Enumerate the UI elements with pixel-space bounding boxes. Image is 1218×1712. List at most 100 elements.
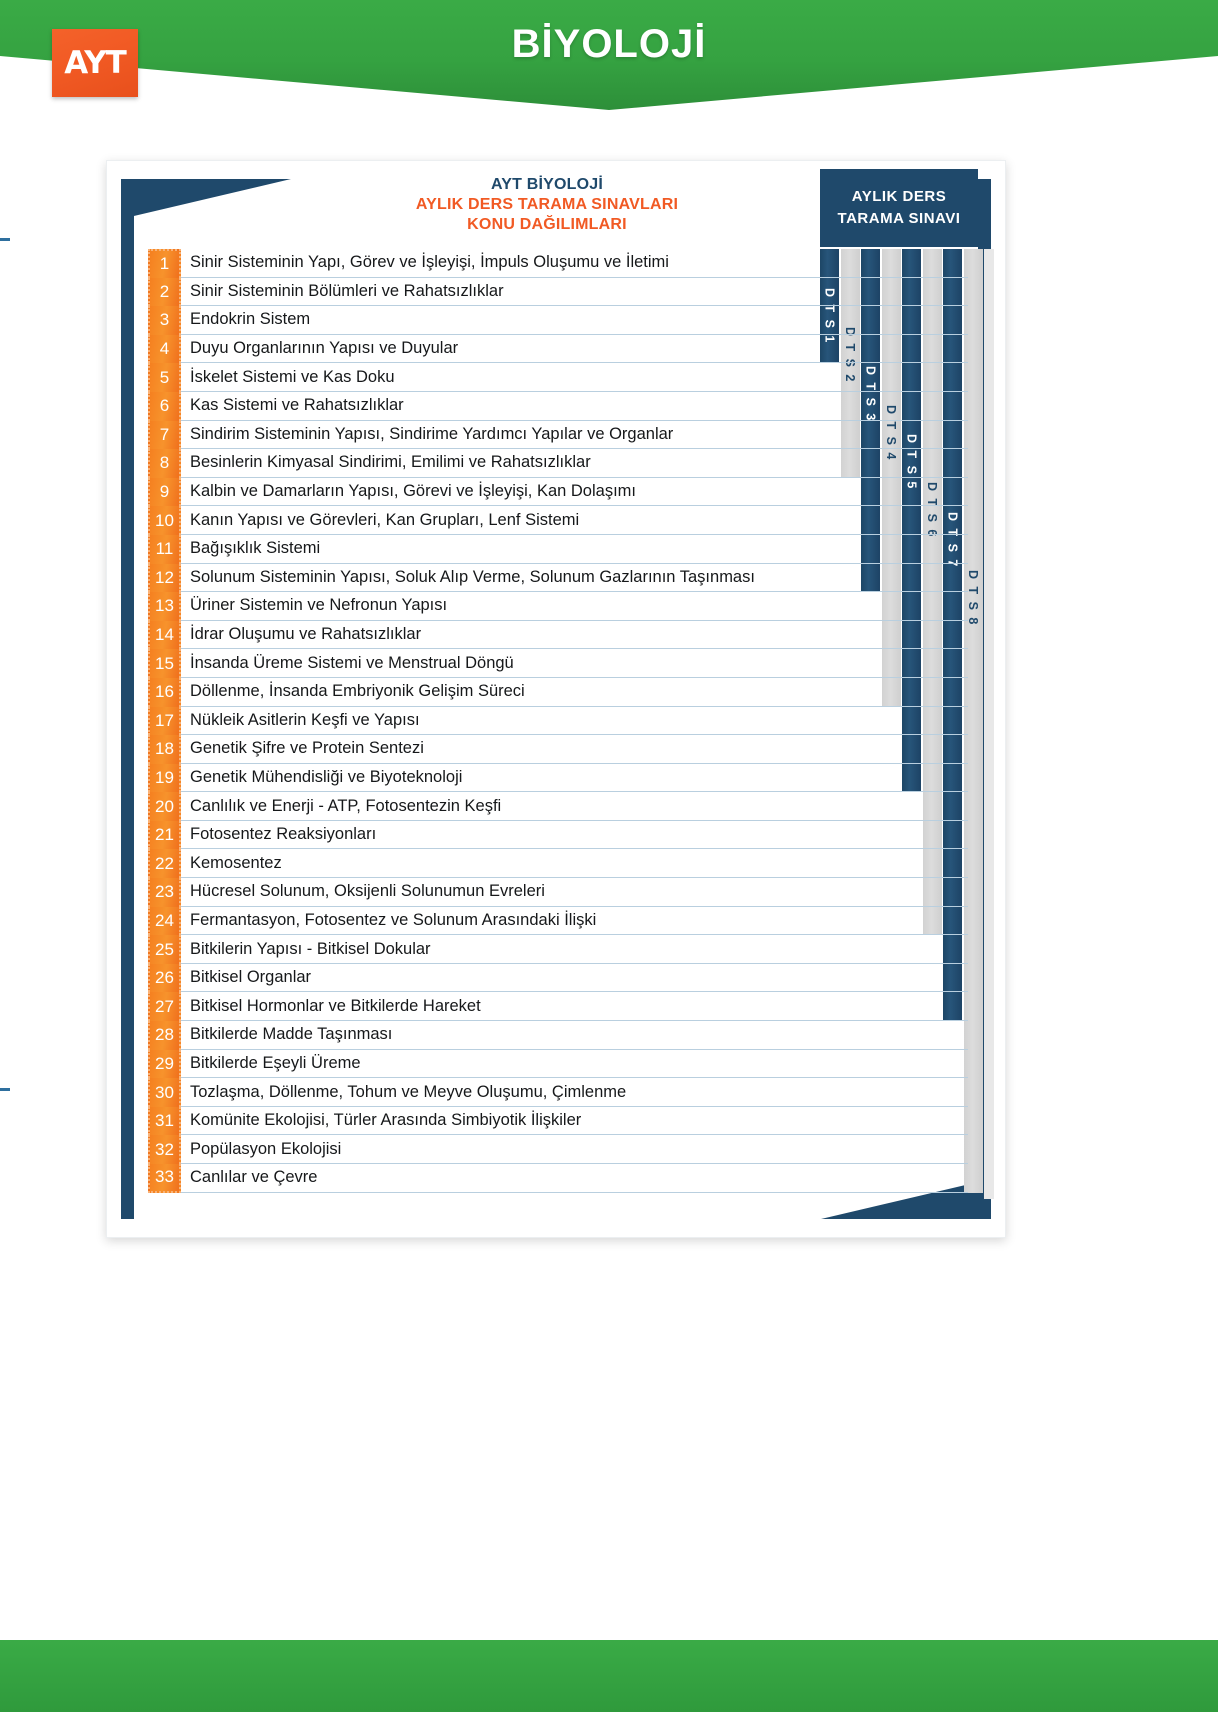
row-topic: İdrar Oluşumu ve Rahatsızlıklar: [181, 621, 968, 650]
table-row: 3 Endokrin Sistem: [148, 306, 968, 335]
table-row: 30 Tozlaşma, Döllenme, Tohum ve Meyve Olu…: [148, 1078, 968, 1107]
row-number: 1: [148, 249, 181, 278]
row-topic: Bitkisel Organlar: [181, 964, 968, 993]
row-topic: Sindirim Sisteminin Yapısı, Sindirime Ya…: [181, 421, 968, 450]
row-topic: Popülasyon Ekolojisi: [181, 1135, 968, 1164]
row-number: 21: [148, 820, 181, 850]
card-title-subject: AYT BİYOLOJİ: [490, 176, 604, 193]
row-topic: İskelet Sistemi ve Kas Doku: [181, 363, 968, 392]
exam-header-line1: AYLIK DERS: [851, 188, 947, 206]
row-topic: Bitkisel Hormonlar ve Bitkilerde Hareket: [181, 992, 968, 1022]
row-topic: Döllenme, İnsanda Embriyonik Gelişim Sür…: [181, 678, 968, 707]
table-row: 25 Bitkilerin Yapısı - Bitkisel Dokular: [148, 935, 968, 964]
row-number: 15: [148, 649, 181, 678]
row-number: 28: [148, 1021, 181, 1050]
row-number: 22: [148, 849, 181, 879]
row-number: 10: [148, 506, 181, 535]
row-number: 16: [148, 677, 181, 707]
row-number: 26: [148, 963, 181, 993]
row-topic: Kanın Yapısı ve Görevleri, Kan Grupları,…: [181, 506, 968, 535]
table-row: 31 Komünite Ekolojisi, Türler Arasında Si…: [148, 1106, 968, 1136]
corner-bar-right: [978, 179, 991, 1219]
table-row: 17 Nükleik Asitlerin Keşfi ve Yapısı: [148, 706, 968, 736]
row-topic: Sinir Sisteminin Yapı, Görev ve İşleyişi…: [181, 249, 968, 278]
table-row: 26 Bitkisel Organlar: [148, 963, 968, 993]
table-row: 24 Fermantasyon, Fotosentez ve Solunum Ar…: [148, 906, 968, 936]
table-row: 23 Hücresel Solunum, Oksijenli Solunumun …: [148, 878, 968, 907]
row-topic: Duyu Organlarının Yapısı ve Duyular: [181, 335, 968, 364]
row-number: 32: [148, 1135, 181, 1164]
left-accent-tab-top: [0, 238, 10, 241]
ayt-logo: AYT: [52, 29, 138, 97]
row-topic: Canlılar ve Çevre: [181, 1164, 968, 1193]
table-row: 7 Sindirim Sisteminin Yapısı, Sindirime Y…: [148, 420, 968, 450]
row-topic: Endokrin Sistem: [181, 306, 968, 335]
row-number: 24: [148, 906, 181, 936]
table-row: 8 Besinlerin Kimyasal Sindirimi, Emilimi …: [148, 449, 968, 478]
table-row: 19 Genetik Mühendisliği ve Biyoteknoloji: [148, 763, 968, 793]
row-number: 5: [148, 363, 181, 392]
table-row: 1 Sinir Sisteminin Yapı, Görev ve İşleyiş…: [148, 249, 968, 278]
table-row: 33 Canlılar ve Çevre: [148, 1164, 968, 1193]
row-topic: Tozlaşma, Döllenme, Tohum ve Meyve Oluşu…: [181, 1078, 968, 1107]
table-row: 32 Popülasyon Ekolojisi: [148, 1135, 968, 1164]
card-title-topics: KONU DAĞILIMLARI: [467, 215, 627, 233]
row-number: 31: [148, 1106, 181, 1136]
row-topic: Kalbin ve Damarların Yapısı, Görevi ve İ…: [181, 478, 968, 507]
row-topic: Sinir Sisteminin Bölümleri ve Rahatsızlı…: [181, 278, 968, 307]
row-topic: Nükleik Asitlerin Keşfi ve Yapısı: [181, 707, 968, 736]
row-topic: Bitkilerde Eşeyli Üreme: [181, 1050, 968, 1079]
table-row: 22 Kemosentez: [148, 849, 968, 879]
row-topic: Bitkilerde Madde Taşınması: [181, 1021, 968, 1050]
row-topic: Bitkilerin Yapısı - Bitkisel Dokular: [181, 935, 968, 964]
row-topic: Kemosentez: [181, 849, 968, 879]
row-topic: Hücresel Solunum, Oksijenli Solunumun Ev…: [181, 878, 968, 907]
row-topic: Canlılık ve Enerji - ATP, Fotosentezin K…: [181, 792, 968, 821]
row-number: 23: [148, 878, 181, 907]
row-number: 19: [148, 763, 181, 793]
corner-flag-top-left: [121, 179, 291, 219]
table-row: 5 İskelet Sistemi ve Kas Doku: [148, 363, 968, 392]
row-number: 14: [148, 620, 181, 650]
row-topic: Genetik Şifre ve Protein Sentezi: [181, 735, 968, 764]
table-row: 2 Sinir Sisteminin Bölümleri ve Rahatsızl…: [148, 277, 968, 307]
row-number: 17: [148, 706, 181, 736]
row-topic: Kas Sistemi ve Rahatsızlıklar: [181, 392, 968, 421]
row-number: 4: [148, 334, 181, 364]
row-topic: Besinlerin Kimyasal Sindirimi, Emilimi v…: [181, 449, 968, 478]
row-number: 9: [148, 477, 181, 507]
table-row: 9 Kalbin ve Damarların Yapısı, Görevi ve …: [148, 477, 968, 507]
row-number: 25: [148, 935, 181, 964]
table-row: 29 Bitkilerde Eşeyli Üreme: [148, 1049, 968, 1079]
exam-header-line2: TARAMA SINAVI: [837, 210, 961, 227]
row-number: 3: [148, 306, 181, 335]
row-number: 18: [148, 735, 181, 764]
row-topic: Üriner Sistemin ve Nefronun Yapısı: [181, 592, 968, 621]
row-topic: Fotosentez Reaksiyonları: [181, 821, 968, 850]
exam-header-box: AYLIK DERS TARAMA SINAVI: [820, 169, 978, 247]
table-row: 27 Bitkisel Hormonlar ve Bitkilerde Harek…: [148, 992, 968, 1022]
row-number: 29: [148, 1049, 181, 1079]
table-row: 6 Kas Sistemi ve Rahatsızlıklar: [148, 391, 968, 421]
table-row: 16 Döllenme, İnsanda Embriyonik Gelişim S…: [148, 677, 968, 707]
table-row: 28 Bitkilerde Madde Taşınması: [148, 1021, 968, 1050]
row-number: 12: [148, 563, 181, 593]
card-title-exams: AYLIK DERS TARAMA SINAVLARI: [415, 195, 679, 213]
row-number: 6: [148, 391, 181, 421]
row-topic: Komünite Ekolojisi, Türler Arasında Simb…: [181, 1107, 968, 1136]
row-number: 2: [148, 277, 181, 307]
left-accent-tab-bottom: [0, 1088, 10, 1091]
table-row: 4 Duyu Organlarının Yapısı ve Duyular: [148, 334, 968, 364]
corner-bar-left: [121, 179, 134, 1219]
row-number: 33: [148, 1164, 181, 1193]
row-number: 27: [148, 992, 181, 1022]
table-row: 11 Bağışıklık Sistemi: [148, 534, 968, 564]
table-row: 12 Solunum Sisteminin Yapısı, Soluk Alıp …: [148, 563, 968, 593]
row-number: 13: [148, 592, 181, 621]
table-row: 10 Kanın Yapısı ve Görevleri, Kan Gruplar…: [148, 506, 968, 535]
footer-strip: [0, 1640, 1218, 1712]
topic-list: 1 Sinir Sisteminin Yapı, Görev ve İşleyiş…: [148, 249, 968, 1193]
table-row: 15 İnsanda Üreme Sistemi ve Menstrual Dön…: [148, 649, 968, 678]
row-number: 20: [148, 792, 181, 821]
